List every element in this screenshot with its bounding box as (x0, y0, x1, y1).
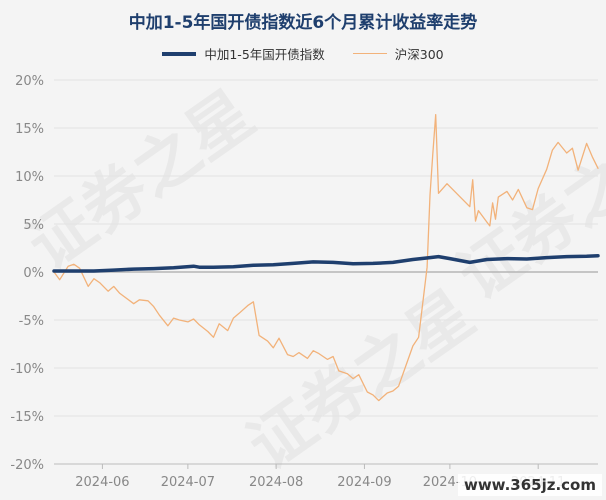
series-line-hs300 (53, 113, 599, 402)
y-tick-label: -15% (10, 410, 44, 425)
y-tick-label: 5% (23, 218, 44, 233)
series-line-bond-index (52, 253, 600, 273)
y-tick-label: -5% (19, 314, 44, 329)
y-tick-label: -10% (10, 362, 44, 377)
legend-swatch-hs300 (352, 53, 387, 54)
legend: 中加1-5年国开债指数 沪深300 (0, 44, 606, 63)
site-watermark: www.365jz.com (457, 474, 602, 496)
legend-label-hs300: 沪深300 (394, 47, 444, 62)
chart-title: 中加1-5年国开债指数近6个月累计收益率走势 (128, 13, 478, 33)
legend-label-bond-index: 中加1-5年国开债指数 (204, 47, 325, 62)
y-tick-label: 20% (15, 74, 44, 89)
legend-item-bond-index[interactable]: 中加1-5年国开债指数 (162, 44, 325, 63)
y-tick-label: 10% (15, 170, 44, 185)
y-tick-label: 0% (23, 266, 44, 281)
legend-item-hs300[interactable]: 沪深300 (352, 44, 444, 63)
x-tick-label: 2024-08 (249, 475, 303, 490)
x-tick-label: 2024-06 (75, 475, 129, 490)
x-tick-label: 2024-09 (337, 475, 391, 490)
y-tick-label: -20% (10, 458, 44, 473)
legend-swatch-bond-index (162, 51, 197, 56)
y-tick-label: 15% (15, 122, 44, 137)
x-tick-label: 2024-07 (161, 475, 215, 490)
